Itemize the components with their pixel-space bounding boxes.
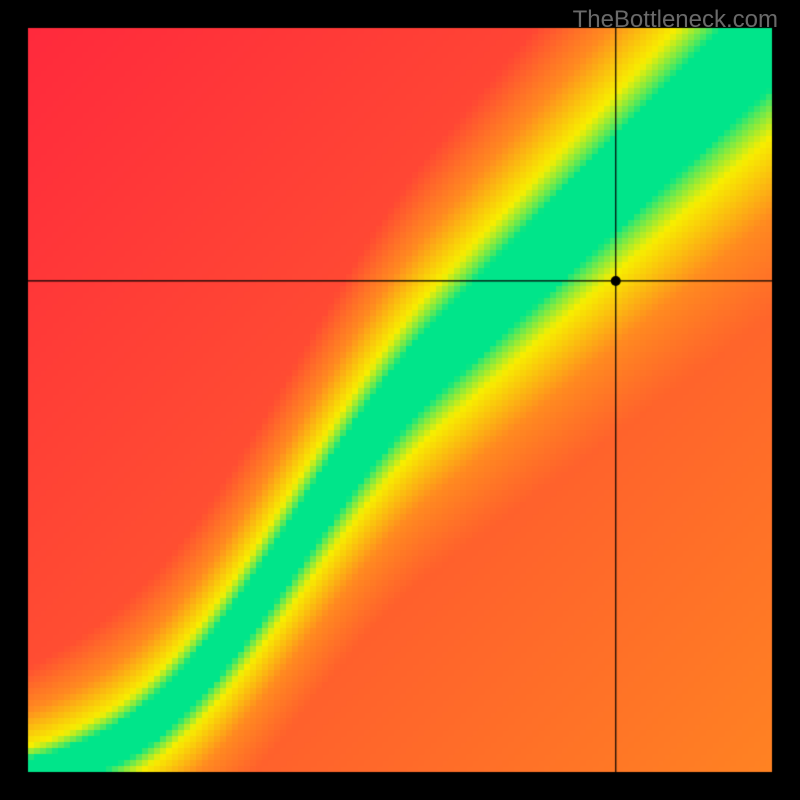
watermark-text: TheBottleneck.com xyxy=(573,6,778,34)
chart-container: TheBottleneck.com xyxy=(0,0,800,800)
heatmap-canvas xyxy=(0,0,800,800)
